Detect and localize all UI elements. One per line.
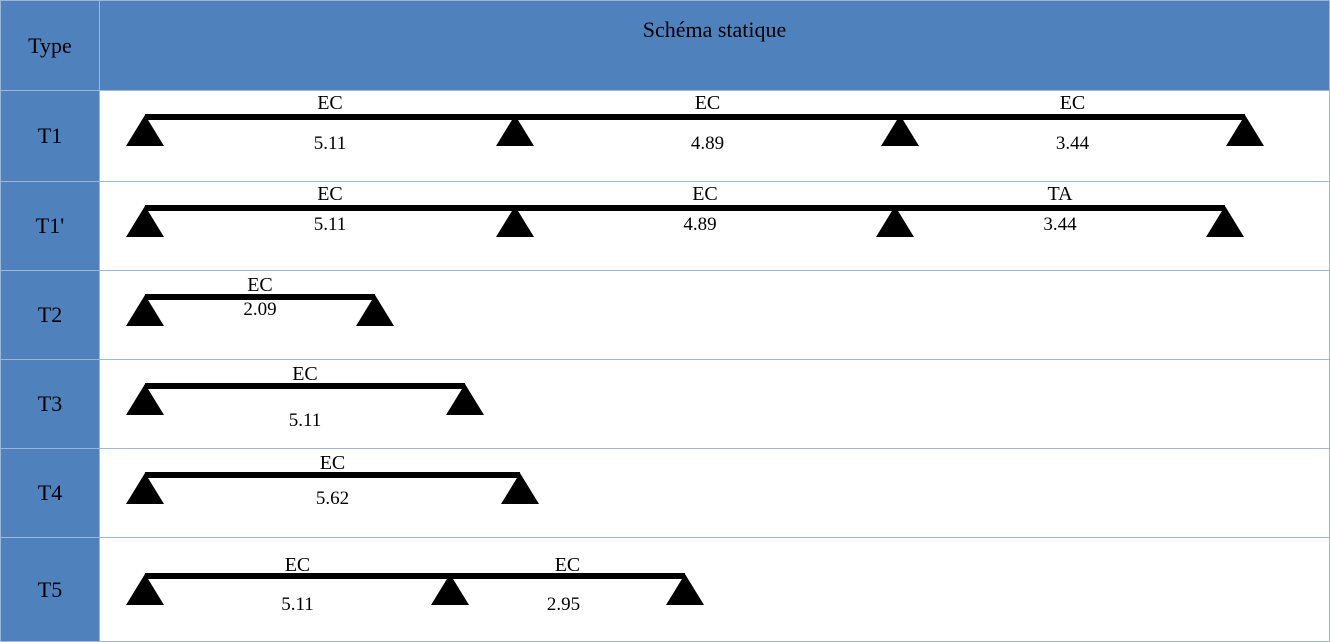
support-triangle	[496, 115, 534, 146]
beam-diagram: EC 5.11 EC 4.89 TA 3.44	[126, 183, 1244, 237]
beam-diagram-cell: EC 5.11	[99, 359, 1330, 449]
span-type-label: EC	[317, 92, 343, 114]
beam-diagram-cell: EC 5.11 EC 2.95	[99, 537, 1330, 642]
support-triangle	[431, 574, 469, 605]
span-type-label: EC	[555, 554, 581, 576]
support-triangle	[666, 574, 704, 605]
span-length-label: 2.09	[243, 299, 276, 320]
beam-diagram-cell: EC 2.09	[99, 270, 1330, 360]
type-cell: T4	[0, 448, 100, 538]
span-type-label: EC	[292, 363, 318, 385]
support-triangle	[126, 473, 164, 504]
support-triangle	[1206, 206, 1244, 237]
type-cell: T1'	[0, 181, 100, 271]
support-triangle	[126, 206, 164, 237]
span-length-label: 5.11	[281, 594, 314, 615]
support-triangle	[356, 295, 394, 326]
support-triangle	[881, 115, 919, 146]
span-length-label: 3.44	[1056, 133, 1090, 154]
type-cell: T2	[0, 270, 100, 360]
support-triangle	[126, 115, 164, 146]
schema-header: Schéma statique	[99, 0, 1330, 91]
support-triangle	[126, 295, 164, 326]
beam-diagram: EC 5.11 EC 2.95	[126, 554, 704, 615]
support-triangle	[876, 206, 914, 237]
span-type-label: EC	[317, 183, 343, 205]
beam-diagram: EC 5.11 EC 4.89 EC 3.44	[126, 92, 1264, 154]
span-length-label: 2.95	[547, 594, 580, 615]
type-cell: T3	[0, 359, 100, 449]
type-cell: T1	[0, 90, 100, 182]
beam-diagram: EC 5.62	[126, 452, 539, 509]
beam-diagram-cell: EC 5.62	[99, 448, 1330, 538]
span-length-label: 5.62	[316, 488, 349, 509]
span-length-label: 5.11	[314, 133, 347, 154]
span-type-label: EC	[695, 92, 721, 114]
beam-diagram: EC 2.09	[126, 274, 394, 326]
span-type-label: EC	[285, 554, 311, 576]
span-length-label: 4.89	[683, 214, 716, 235]
table-row: T4 EC 5.62	[0, 448, 1330, 538]
table-row: T1' EC 5.11 EC 4.89 TA 3.44	[0, 181, 1330, 271]
table-row: T5 EC 5.11 EC 2.95	[0, 537, 1330, 642]
support-triangle	[126, 384, 164, 415]
header-row: Type Schéma statique	[0, 0, 1330, 91]
support-triangle	[501, 473, 539, 504]
support-triangle	[446, 384, 484, 415]
table-row: T3 EC 5.11	[0, 359, 1330, 449]
span-type-label: EC	[320, 452, 346, 474]
span-type-label: EC	[1060, 92, 1086, 114]
type-cell: T5	[0, 537, 100, 642]
span-type-label: TA	[1047, 183, 1073, 205]
span-length-label: 3.44	[1043, 214, 1077, 235]
span-type-label: EC	[692, 183, 718, 205]
span-length-label: 5.11	[314, 214, 347, 235]
beam-diagram-cell: EC 5.11 EC 4.89 TA 3.44	[99, 181, 1330, 271]
table-row: T2 EC 2.09	[0, 270, 1330, 360]
support-triangle	[496, 206, 534, 237]
table-row: T1 EC 5.11 EC 4.89 EC 3.44	[0, 90, 1330, 182]
beam-diagram: EC 5.11	[126, 363, 484, 431]
span-length-label: 5.11	[289, 410, 322, 431]
support-triangle	[1226, 115, 1264, 146]
span-length-label: 4.89	[691, 133, 724, 154]
span-type-label: EC	[247, 274, 273, 296]
support-triangle	[126, 574, 164, 605]
beam-diagram-cell: EC 5.11 EC 4.89 EC 3.44	[99, 90, 1330, 182]
type-header: Type	[0, 0, 100, 91]
